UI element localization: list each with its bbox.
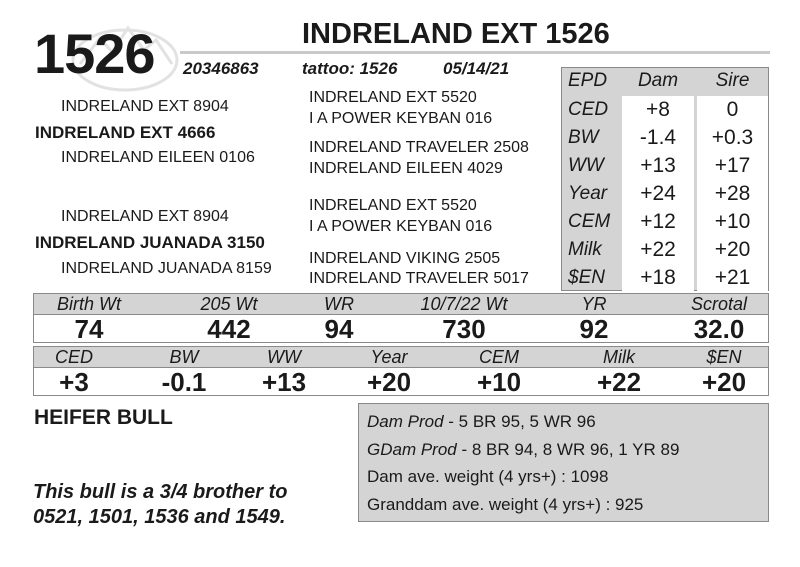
epd-sire-value: 0 bbox=[697, 96, 768, 124]
epd-dam-value: +12 bbox=[622, 208, 694, 236]
performance-header: Scrotal bbox=[690, 294, 748, 314]
gdam-prod-value: - 8 BR 94, 8 WR 96, 1 YR 89 bbox=[456, 439, 680, 459]
dam-prod-label: Dam Prod bbox=[367, 412, 444, 431]
epd-sire-value: +20 bbox=[697, 236, 768, 264]
production-box: Dam Prod - 5 BR 95, 5 WR 96 GDam Prod - … bbox=[358, 403, 769, 522]
epd-row-label: CED bbox=[568, 99, 609, 120]
epd-sire-value: +10 bbox=[697, 208, 768, 236]
epd-header-sire: Sire bbox=[715, 70, 750, 91]
epd-row-bw: BW -1.4 +0.3 bbox=[562, 124, 768, 152]
calf-epd-value: +10 bbox=[476, 367, 522, 397]
dam-prod-value: - 5 BR 95, 5 WR 96 bbox=[443, 412, 596, 431]
performance-values-row: 74 442 94 730 92 32.0 bbox=[34, 314, 768, 344]
gdam-prod-label: GDam Prod bbox=[367, 439, 457, 459]
calf-epd-header-row: CED BW WW Year CEM Milk $EN bbox=[34, 347, 768, 368]
calf-epd-value: +20 bbox=[366, 367, 412, 397]
animal-name: INDRELAND EXT 1526 bbox=[302, 18, 610, 50]
calf-epd-header: CEM bbox=[479, 347, 519, 367]
epd-dam-value: +13 bbox=[622, 152, 694, 180]
epd-table: EPD Dam Sire CED +8 0 BW -1.4 +0.3 WW +1… bbox=[561, 67, 769, 292]
epd-header-dam: Dam bbox=[637, 70, 679, 91]
calf-epd-header: WW bbox=[267, 347, 301, 367]
calf-epd-values-row: +3 -0.1 +13 +20 +10 +22 +20 bbox=[34, 367, 768, 397]
epd-row-label: Milk bbox=[568, 239, 602, 260]
ranch-logo-watermark bbox=[71, 25, 179, 92]
performance-value: 74 bbox=[74, 314, 104, 344]
pedigree-sire-dam-dam: INDRELAND EILEEN 4029 bbox=[309, 160, 503, 177]
epd-row-label: CEM bbox=[568, 211, 611, 232]
epd-header-label: EPD bbox=[568, 70, 608, 91]
performance-header-row: Birth Wt 205 Wt WR 10/7/22 Wt YR Scrotal bbox=[34, 294, 768, 315]
epd-row-cem: CEM +12 +10 bbox=[562, 208, 768, 236]
calf-epd-value: +20 bbox=[701, 367, 747, 397]
calf-epd-header: BW bbox=[169, 347, 199, 367]
pedigree-sire-dam: INDRELAND EILEEN 0106 bbox=[61, 149, 255, 166]
epd-sire-value: +28 bbox=[697, 180, 768, 208]
epd-sire-value: +0.3 bbox=[697, 124, 768, 152]
epd-dam-value: +18 bbox=[622, 264, 694, 292]
performance-header: YR bbox=[581, 294, 607, 314]
calf-epd-value: -0.1 bbox=[161, 367, 207, 397]
performance-header: WR bbox=[324, 294, 354, 314]
pedigree-dam-sire-sire: INDRELAND EXT 5520 bbox=[309, 197, 477, 214]
calf-epd-value: +13 bbox=[261, 367, 307, 397]
epd-row-label: WW bbox=[568, 155, 604, 176]
epd-dam-value: +8 bbox=[622, 96, 694, 124]
performance-header: 205 Wt bbox=[200, 294, 258, 314]
pedigree-sire-sire-dam: I A POWER KEYBAN 016 bbox=[309, 110, 493, 127]
performance-value: 730 bbox=[442, 314, 486, 344]
pedigree-dam-sire-dam: I A POWER KEYBAN 016 bbox=[309, 218, 493, 235]
pedigree-sire-sire-sire: INDRELAND EXT 5520 bbox=[309, 89, 477, 106]
tattoo: tattoo: 1526 bbox=[302, 59, 398, 78]
epd-row-ced: CED +8 0 bbox=[562, 96, 768, 124]
calf-epd-value: +3 bbox=[59, 367, 89, 397]
pedigree-dam-dam-sire: INDRELAND VIKING 2505 bbox=[309, 250, 501, 267]
epd-row-year: Year +24 +28 bbox=[562, 180, 768, 208]
epd-row-label: BW bbox=[568, 127, 599, 148]
birth-date: 05/14/21 bbox=[443, 59, 510, 78]
granddam-ave-weight: Granddam ave. weight (4 yrs+) : 925 bbox=[367, 494, 644, 514]
calf-epd-header: Milk bbox=[603, 347, 635, 367]
epd-sire-value: +21 bbox=[697, 264, 768, 292]
epd-row-en: $EN +18 +21 bbox=[562, 264, 768, 292]
performance-value: 94 bbox=[324, 314, 354, 344]
epd-dam-value: +22 bbox=[622, 236, 694, 264]
sale-note: This bull is a 3/4 brother to 0521, 1501… bbox=[33, 481, 288, 528]
performance-value: 92 bbox=[579, 314, 609, 344]
calf-epd-header: CED bbox=[54, 347, 93, 367]
pedigree-dam-dam: INDRELAND JUANADA 8159 bbox=[61, 260, 272, 277]
registration-number: 20346863 bbox=[183, 59, 259, 78]
epd-row-ww: WW +13 +17 bbox=[562, 152, 768, 180]
calf-epd-value: +22 bbox=[596, 367, 642, 397]
performance-value: 442 bbox=[207, 314, 251, 344]
epd-row-label: $EN bbox=[568, 267, 605, 288]
performance-value: 32.0 bbox=[693, 314, 745, 344]
pedigree-dam-sire: INDRELAND EXT 8904 bbox=[61, 208, 229, 225]
pedigree-dam-dam-dam: INDRELAND TRAVELER 5017 bbox=[309, 270, 529, 287]
epd-row-milk: Milk +22 +20 bbox=[562, 236, 768, 264]
category-label: HEIFER BULL bbox=[34, 406, 173, 429]
epd-table-header: EPD Dam Sire bbox=[562, 68, 768, 96]
epd-row-label: Year bbox=[568, 183, 608, 204]
epd-sire-value: +17 bbox=[697, 152, 768, 180]
dam-prod-line: Dam Prod - 5 BR 95, 5 WR 96 bbox=[367, 408, 760, 436]
performance-header: 10/7/22 Wt bbox=[420, 294, 508, 314]
pedigree-sire-dam-sire: INDRELAND TRAVELER 2508 bbox=[309, 139, 529, 156]
performance-header: Birth Wt bbox=[56, 294, 121, 314]
calf-epd-header: $EN bbox=[706, 347, 742, 367]
calf-epd-header: Year bbox=[370, 347, 408, 367]
gdam-prod-line: GDam Prod - 8 BR 94, 8 WR 96, 1 YR 89 bbox=[367, 436, 760, 464]
lot-number: 1526 bbox=[34, 22, 156, 85]
performance-table: Birth Wt 205 Wt WR 10/7/22 Wt YR Scrotal… bbox=[33, 293, 769, 343]
epd-dam-value: +24 bbox=[622, 180, 694, 208]
pedigree-sire: INDRELAND EXT 4666 bbox=[35, 123, 216, 142]
epd-dam-value: -1.4 bbox=[622, 124, 694, 152]
pedigree-dam: INDRELAND JUANADA 3150 bbox=[35, 233, 265, 252]
calf-epd-table: CED BW WW Year CEM Milk $EN +3 -0.1 +13 … bbox=[33, 346, 769, 396]
title-divider bbox=[180, 51, 770, 54]
pedigree-sire-sire: INDRELAND EXT 8904 bbox=[61, 98, 229, 115]
dam-ave-weight: Dam ave. weight (4 yrs+) : 1098 bbox=[367, 467, 609, 486]
